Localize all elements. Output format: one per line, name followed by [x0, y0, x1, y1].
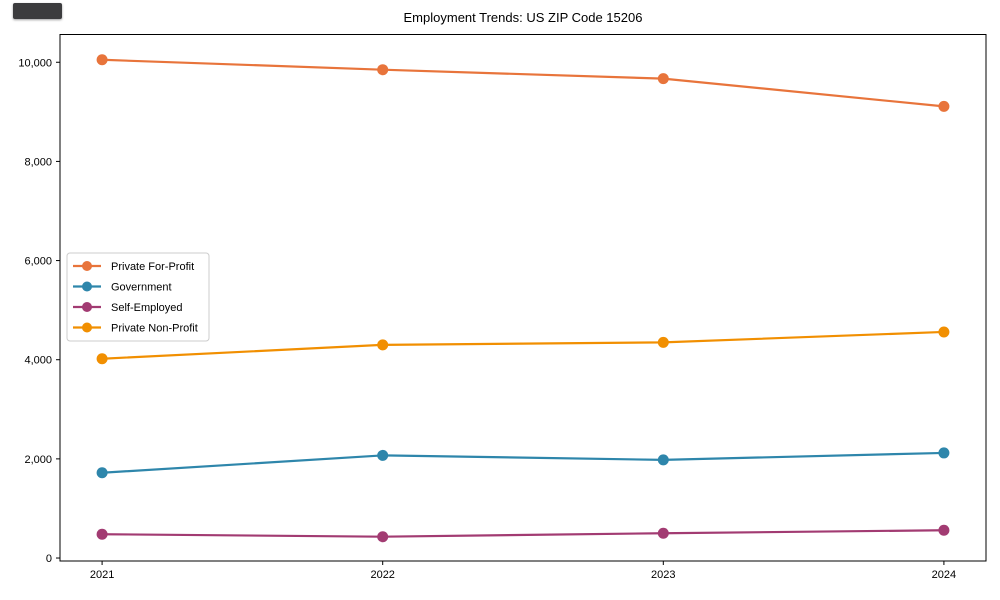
data-point-private-for-profit-2023 [657, 73, 669, 85]
data-point-self-employed-2024 [938, 524, 950, 536]
data-point-private-non-profit-2024 [938, 326, 950, 338]
data-point-government-2022 [377, 449, 389, 461]
data-point-self-employed-2022 [377, 531, 389, 543]
y-tick-label: 2,000 [24, 454, 52, 466]
series-group [96, 54, 950, 543]
data-point-private-non-profit-2021 [96, 353, 108, 365]
legend-item-private-for-profit: Private For-Profit [73, 261, 194, 273]
legend-item-self-employed: Self-Employed [73, 302, 183, 314]
series-line-self-employed [102, 529, 944, 538]
series-line-private-for-profit [102, 58, 945, 108]
legend-swatch-marker-private-non-profit [82, 322, 92, 333]
y-tick-label: 0 [46, 553, 52, 565]
data-point-government-2023 [657, 454, 669, 466]
legend-swatch-marker-private-for-profit [82, 261, 92, 271]
series-line-government [102, 451, 944, 474]
series-self-employed [96, 524, 950, 543]
data-point-private-non-profit-2022 [377, 339, 389, 351]
legend-swatch-marker-self-employed [82, 302, 92, 312]
y-tick-label: 10,000 [18, 57, 52, 69]
x-tick-label: 2021 [90, 569, 114, 581]
data-point-government-2024 [938, 447, 950, 459]
data-point-private-for-profit-2021 [96, 54, 108, 66]
data-point-private-non-profit-2023 [657, 336, 669, 348]
series-line-private-non-profit [102, 330, 944, 360]
legend-label-private-for-profit: Private For-Profit [111, 261, 194, 273]
legend-label-self-employed: Self-Employed [111, 302, 183, 314]
y-tick-label: 8,000 [24, 156, 52, 168]
x-tick-label: 2024 [932, 569, 956, 581]
y-axis: 0 2,000 4,000 6,000 8,000 10,000 [18, 57, 60, 565]
legend-item-private-non-profit: Private Non-Profit [73, 322, 198, 335]
x-tick-label: 2023 [651, 569, 675, 581]
x-axis: 2021 2022 2023 2024 [90, 561, 956, 581]
series-government [96, 447, 950, 479]
data-point-private-for-profit-2024 [938, 100, 950, 112]
y-tick-label: 4,000 [24, 355, 52, 367]
chart-title: Employment Trends: US ZIP Code 15206 [404, 10, 643, 25]
data-point-self-employed-2021 [96, 528, 108, 540]
screenshot-artifact [13, 3, 62, 19]
x-tick-label: 2022 [370, 569, 394, 581]
legend-box [66, 252, 210, 342]
legend: Private For-Profit Government Self-Employe… [66, 252, 210, 342]
series-private-non-profit [96, 326, 950, 365]
legend-label-private-non-profit: Private Non-Profit [111, 323, 198, 335]
y-tick-label: 6,000 [24, 256, 52, 268]
plot-border [59, 34, 987, 562]
series-private-for-profit [96, 54, 950, 112]
legend-label-government: Government [111, 282, 172, 294]
data-point-private-for-profit-2022 [377, 64, 389, 76]
data-point-government-2021 [96, 467, 108, 479]
legend-swatch-marker-government [82, 281, 92, 292]
legend-item-government: Government [73, 281, 172, 294]
data-point-self-employed-2023 [657, 527, 669, 539]
